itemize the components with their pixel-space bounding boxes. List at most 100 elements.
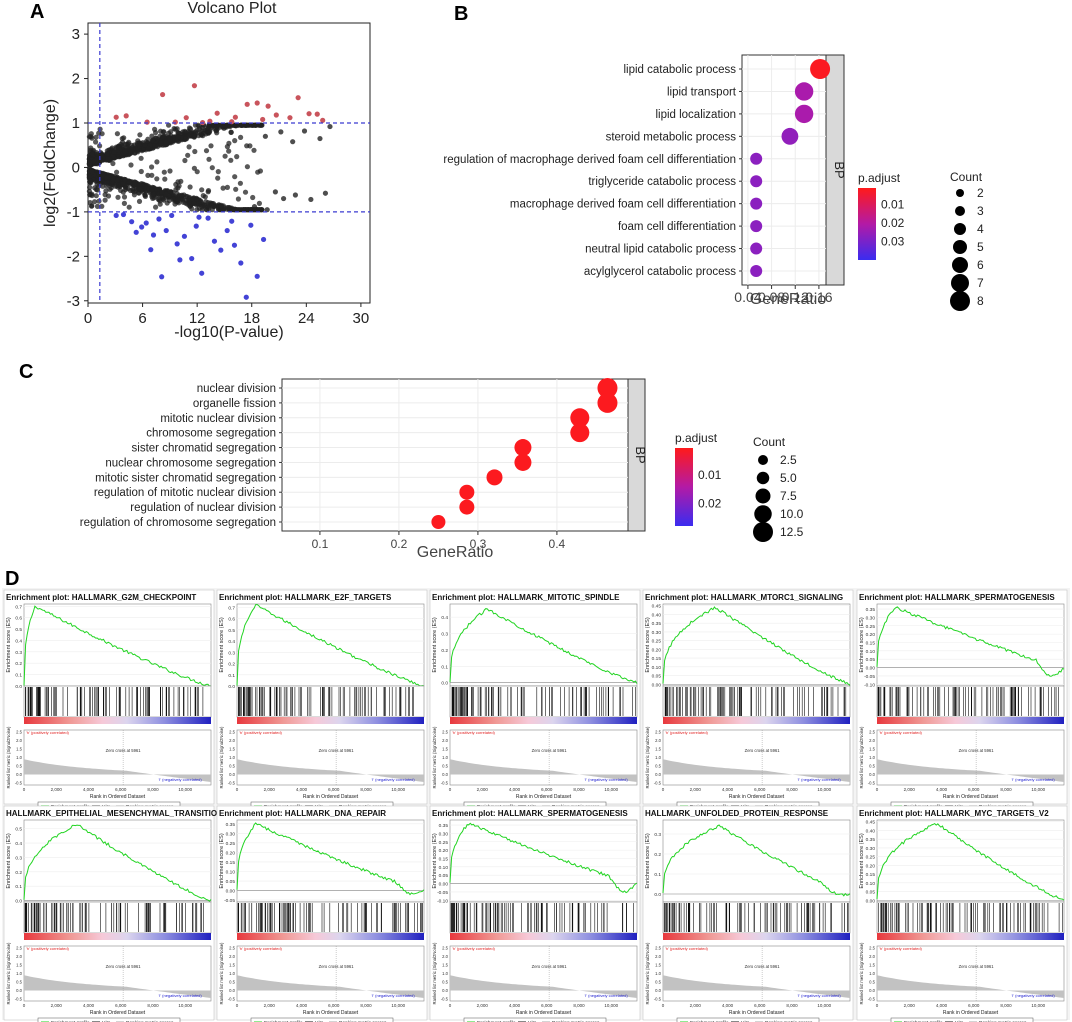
dotplot-size-legend-dot (755, 488, 771, 504)
gsea-x-tick-label: 2,000 (904, 1003, 916, 1008)
volcano-up-point (287, 115, 293, 121)
volcano-down-point (143, 220, 149, 226)
gsea-metric-tick-label: 2.5 (655, 730, 661, 735)
gsea-es-frame (236, 819, 425, 903)
volcano-point (107, 186, 113, 192)
gsea-metric-tick-label: -0.5 (228, 781, 236, 786)
volcano-point (171, 196, 177, 202)
volcano-down-point (159, 274, 165, 280)
volcano-point (290, 139, 296, 145)
gsea-pos-label: 'h' (positively correlated) (879, 730, 923, 735)
gsea-metric-tick-label: -0.5 (15, 781, 23, 786)
dotplot-dot (781, 127, 799, 145)
volcano-point (158, 140, 164, 146)
dotplot-category-label: lipid catabolic process (623, 64, 736, 76)
dotplot-category-label: foam cell differentiation (618, 221, 736, 233)
gsea-hit-lines (663, 903, 849, 932)
volcano-point (103, 188, 109, 194)
gsea-metric-tick-label: 0.0 (655, 988, 661, 993)
volcano-point (161, 197, 167, 203)
gsea-metric-tick-label: 2.0 (655, 738, 661, 743)
dotplot-dot (597, 392, 618, 413)
gsea-x-tick-label: 8,000 (786, 787, 798, 792)
panel-label-d: D (5, 568, 19, 590)
gsea-hit-lines (878, 903, 1063, 932)
gsea-zero-cross-label: Zero cross at 5961 (106, 964, 142, 969)
volcano-point (255, 207, 261, 213)
gsea-metric-tick-label: 2.5 (442, 946, 448, 951)
dotplot-b-color-legend-title: p.adjust (858, 171, 901, 185)
gsea-es-tick-label: 0.20 (226, 850, 236, 856)
gsea-x-tick-label: 2,000 (264, 1003, 276, 1008)
panel-label-b: B (454, 3, 468, 25)
gsea-pos-label: 'h' (positively correlated) (879, 946, 923, 951)
gsea-rank-heatbar (237, 933, 424, 940)
gsea-es-tick-label: 0.2 (15, 661, 22, 667)
volcano-down-point (150, 232, 157, 238)
gsea-es-tick-label: 0.6 (15, 616, 22, 622)
volcano-point (229, 206, 235, 212)
gsea-legend-box (250, 1017, 394, 1022)
gsea-zero-cross-label: Zero cross at 5961 (106, 748, 142, 753)
volcano-point (159, 134, 165, 140)
gsea-metric-tick-label: 0.0 (16, 772, 22, 777)
gsea-legend-item: Enrichment profile (264, 1020, 303, 1022)
gsea-x-tick-label: 10,000 (391, 787, 405, 792)
dotplot-c-color-legend-title: p.adjust (675, 431, 718, 445)
gsea-es-tick-label: 0.20 (439, 848, 449, 854)
gsea-es-tick-label: -0.10 (437, 898, 448, 904)
gsea-enrichment-curve (236, 604, 425, 687)
gsea-metric-tick-label: -0.5 (441, 997, 449, 1002)
gsea-es-tick-label: 0.00 (652, 682, 662, 688)
gsea-hits-frame (236, 685, 425, 718)
volcano-point (175, 179, 181, 185)
gsea-metric-tick-label: 0.0 (442, 772, 448, 777)
gsea-pos-label: 'h' (positively correlated) (239, 946, 283, 951)
volcano-point (183, 136, 189, 142)
dotplot-x-tick-label: 0.04 (734, 289, 761, 305)
volcano-point (105, 156, 111, 162)
volcano-point (238, 122, 244, 128)
volcano-point (211, 122, 217, 128)
volcano-point (166, 197, 172, 204)
gsea-x-tick-label: 6,000 (754, 1003, 766, 1008)
gsea-metric-tick-label: 1.5 (229, 963, 235, 968)
gsea-x-tick-label: 0 (876, 787, 879, 792)
dotplot-color-tick-label: 0.01 (698, 468, 722, 482)
gsea-es-tick-label: 0.00 (226, 889, 236, 895)
gsea-hit-lines (450, 903, 634, 932)
gsea-metric-tick-label: 0.0 (442, 988, 448, 993)
dotplot-size-legend-label: 10.0 (780, 507, 804, 521)
gsea-metric-tick-label: 2.5 (16, 730, 22, 735)
volcano-point (215, 175, 221, 181)
gsea-plot-title: Enrichment plot: HALLMARK_SPERMATOGENESI… (859, 593, 1055, 602)
volcano-point (205, 189, 211, 195)
gsea-plot-title: HALLMARK_UNFOLDED_PROTEIN_RESPONSE (645, 809, 829, 818)
volcano-point (115, 194, 121, 200)
gsea-x-tick-label: 6,000 (968, 787, 980, 792)
gsea-legend-item: Hits (741, 1020, 750, 1022)
gsea-pos-label: 'h' (positively correlated) (239, 730, 283, 735)
volcano-point (242, 189, 249, 195)
gsea-x-tick-label: 6,000 (115, 1003, 127, 1008)
gsea-x-tick-label: 2,000 (690, 787, 702, 792)
gsea-es-axis-label: Enrichment score (ES) (432, 617, 438, 672)
volcano-point (104, 175, 110, 181)
volcano-up-point (113, 114, 119, 120)
gsea-es-tick-label: 0.10 (866, 649, 876, 655)
gsea-x-tick-label: 6,000 (328, 787, 340, 792)
volcano-point (226, 140, 232, 146)
volcano-point (203, 148, 210, 154)
gsea-es-tick-label: 0.4 (228, 639, 235, 645)
gsea-es-tick-label: 0.25 (866, 624, 876, 630)
gsea-metric-tick-label: 0.5 (442, 980, 448, 985)
volcano-point (163, 191, 169, 197)
dotplot-x-tick-label: 0.12 (782, 289, 809, 305)
gsea-x-tick-label: 10,000 (178, 1003, 192, 1008)
volcano-point (182, 157, 188, 164)
gsea-es-tick-label: -0.05 (224, 898, 235, 904)
volcano-point (292, 192, 299, 198)
volcano-point (157, 201, 163, 207)
gsea-es-tick-label: 0.35 (226, 822, 236, 828)
volcano-down-point (231, 242, 238, 248)
